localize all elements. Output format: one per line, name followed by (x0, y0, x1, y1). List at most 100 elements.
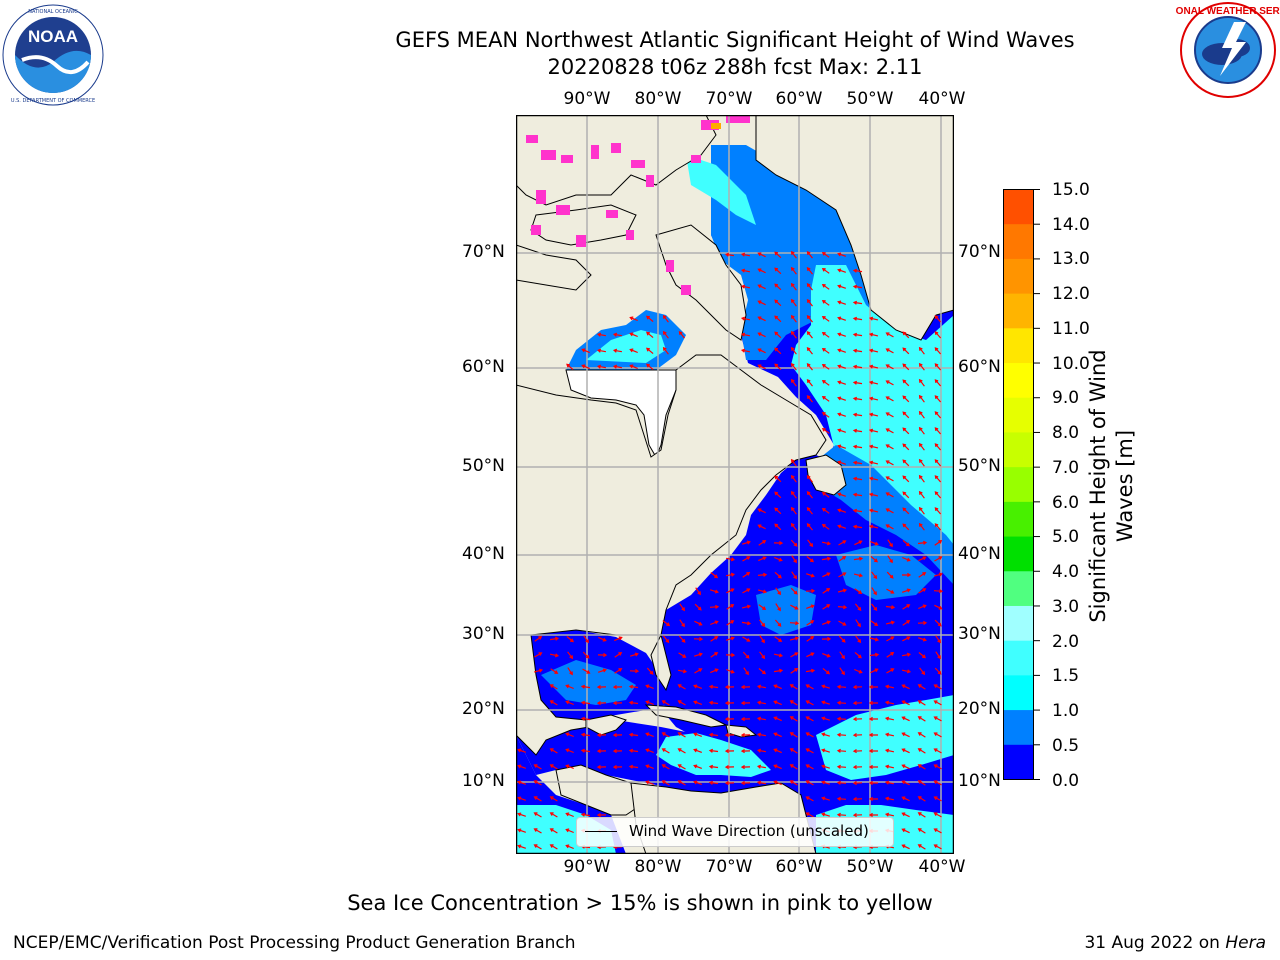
wind-wave-arrow (805, 764, 814, 770)
wind-wave-arrow (885, 605, 896, 610)
lat-label-right-70n: 70°N (958, 242, 1001, 262)
wind-wave-arrow (630, 652, 639, 657)
colorbar-segment (1003, 709, 1034, 745)
wind-wave-arrow (837, 364, 846, 369)
wind-wave-arrow (933, 844, 942, 850)
wind-wave-arrow (806, 331, 813, 339)
wind-wave-arrow (934, 331, 942, 339)
wind-wave-arrow (756, 716, 767, 721)
wind-wave-arrow (934, 427, 942, 435)
lat-label-right-10n: 10°N (958, 771, 1001, 791)
colorbar-segment (1003, 397, 1034, 433)
hispaniola (725, 724, 758, 738)
wind-wave-arrow (933, 748, 942, 754)
wind-wave-arrow (774, 363, 782, 371)
wind-wave-arrow (580, 716, 591, 721)
wind-wave-arrow (646, 363, 654, 371)
wind-wave-arrow (821, 300, 830, 306)
wind-wave-arrow (726, 588, 735, 594)
wind-wave-arrow (757, 589, 768, 594)
wind-wave-arrow (868, 732, 878, 738)
wind-wave-arrow (567, 667, 573, 676)
wind-wave-arrow (933, 732, 942, 738)
wind-wave-arrow (708, 684, 719, 689)
colorbar-tick-label: 0.0 (1052, 771, 1080, 791)
wind-wave-arrow (710, 620, 719, 626)
wind-wave-arrow (837, 348, 846, 353)
wind-wave-arrow (612, 700, 623, 706)
wind-wave-arrow (708, 748, 719, 753)
wind-wave-arrow (885, 412, 894, 418)
sea-ice-high (711, 123, 721, 129)
noaa-logo: NOAA NATIONAL OCEANIC U.S. DEPARTMENT OF… (2, 4, 104, 106)
chart-title-line1: GEFS MEAN Northwest Atlantic Significant… (395, 28, 1075, 52)
wind-wave-arrow (852, 300, 863, 305)
wind-wave-arrow (628, 684, 639, 689)
north-atlantic-cyan-2 (811, 445, 954, 585)
wind-wave-arrow (693, 764, 703, 769)
wind-wave-arrow (902, 443, 910, 451)
hudson-bay-inner (586, 330, 666, 363)
wind-wave-arrow (596, 364, 607, 369)
wind-wave-arrow (852, 316, 863, 321)
wind-wave-arrow (836, 748, 847, 753)
wind-wave-arrow (868, 764, 878, 770)
wind-wave-arrow (790, 314, 797, 323)
wind-wave-arrow (789, 700, 798, 706)
wind-wave-arrow (852, 492, 863, 497)
wind-wave-arrow (773, 684, 782, 690)
wind-wave-arrow (693, 684, 703, 689)
wind-wave-arrow (629, 364, 638, 370)
wind-wave-arrow (837, 252, 846, 257)
wind-wave-arrow (884, 716, 895, 721)
wind-wave-arrow (757, 524, 766, 530)
wind-wave-arrow (774, 491, 782, 499)
wind-wave-arrow (884, 732, 895, 737)
sea-ice (526, 115, 750, 295)
colorbar-tick-label: 8.0 (1052, 423, 1080, 443)
wind-wave-arrow (852, 701, 863, 706)
wind-wave-arrow (596, 732, 607, 738)
wind-wave-arrow (933, 716, 942, 722)
wind-wave-arrow (740, 348, 751, 353)
wind-wave-arrow (806, 636, 815, 642)
wind-wave-arrow (917, 540, 928, 545)
wind-wave-arrow (933, 828, 942, 834)
wind-wave-arrow (533, 796, 542, 802)
lon-label-bottom-60w: 60°W (775, 857, 823, 877)
wind-wave-arrow (662, 346, 669, 355)
wind-wave-arrow (756, 780, 767, 785)
wind-wave-arrow (759, 651, 766, 660)
wind-wave-arrow (852, 749, 863, 754)
wind-wave-arrow (852, 380, 863, 385)
wind-wave-arrow (902, 636, 911, 642)
wind-wave-arrow (901, 828, 910, 834)
wind-wave-arrow (838, 620, 847, 626)
wind-wave-arrow (774, 475, 782, 483)
wind-wave-arrow (774, 636, 783, 642)
wind-wave-arrow (885, 524, 894, 530)
wind-wave-arrow (740, 284, 751, 289)
lon-label-top-50w: 50°W (846, 89, 894, 109)
wind-wave-arrow (884, 812, 895, 817)
wind-wave-arrow (790, 522, 797, 531)
wind-wave-arrow (583, 635, 589, 644)
wind-wave-arrow (902, 491, 910, 499)
wind-wave-arrow (884, 796, 895, 801)
wind-wave-arrow (852, 332, 863, 337)
wind-wave-arrows (517, 250, 944, 850)
noaa-logo-text: NOAA (28, 27, 78, 46)
wind-wave-arrow (517, 764, 526, 769)
wind-wave-arrow (934, 395, 942, 403)
wind-wave-arrow (821, 636, 832, 642)
wind-wave-arrow (549, 653, 560, 658)
wind-wave-arrow (934, 459, 942, 467)
wind-wave-arrow (773, 732, 782, 738)
wind-wave-arrow (758, 556, 767, 562)
wind-wave-arrow (918, 458, 925, 467)
wind-wave-arrow (661, 732, 670, 738)
wind-wave-arrow (549, 812, 558, 818)
svg-text:NATIONAL OCEANIC: NATIONAL OCEANIC (28, 9, 78, 15)
wind-wave-arrow (709, 604, 720, 609)
wind-wave-arrow (740, 748, 751, 754)
